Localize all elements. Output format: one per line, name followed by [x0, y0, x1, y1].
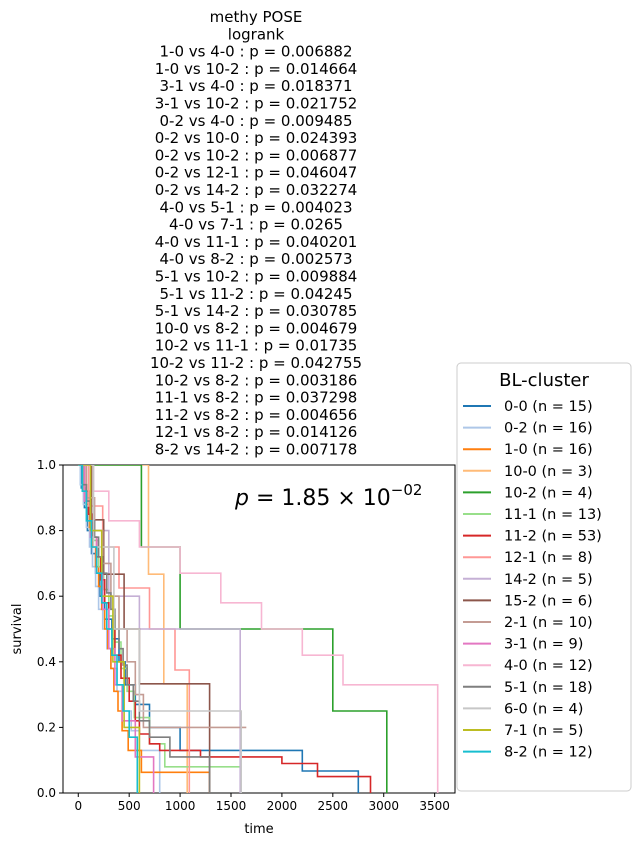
x-axis-label: time [244, 822, 273, 837]
p-exponent: −02 [391, 481, 423, 499]
legend-entry: 10-0 (n = 3) [504, 464, 593, 480]
legend-frame [456, 362, 632, 792]
legend-title: BL-cluster [499, 370, 589, 391]
title-line: logrank [228, 25, 285, 43]
y-axis-ticks: 0.0 0.2 0.4 0.6 0.8 1.0 [37, 458, 63, 800]
p-symbol: p [234, 486, 249, 511]
legend-entry: 10-2 (n = 4) [504, 485, 593, 501]
y-tick-label: 0.8 [37, 524, 56, 538]
title-line: 5-1 vs 14-2 : p = 0.030785 [155, 302, 358, 320]
x-tick-label: 1500 [216, 799, 247, 813]
x-tick-label: 2000 [267, 799, 298, 813]
title-line: 0-2 vs 10-0 : p = 0.024393 [155, 129, 358, 147]
plot-area: 0 500 1000 1500 2000 2500 3000 3500 0.00.20.40.… [37, 458, 456, 813]
title-line: 8-2 vs 14-2 : p = 0.007178 [155, 441, 358, 459]
legend-entry: 12-1 (n = 8) [504, 550, 593, 566]
title-line: 10-0 vs 8-2 : p = 0.004679 [155, 319, 358, 337]
series-lines [78, 465, 439, 793]
title-line: 1-0 vs 10-2 : p = 0.014664 [155, 60, 358, 78]
y-tick-label: 0.2 [37, 720, 56, 734]
title-line: 0-2 vs 10-2 : p = 0.006877 [155, 146, 358, 164]
legend-entry: 11-1 (n = 13) [504, 507, 602, 523]
legend-entry: 15-2 (n = 6) [504, 593, 593, 609]
x-tick-label: 1000 [165, 799, 196, 813]
x-tick-label: 3500 [419, 799, 450, 813]
title-line: 11-1 vs 8-2 : p = 0.037298 [155, 389, 358, 407]
legend-entry: 1-0 (n = 16) [504, 442, 593, 458]
legend-entry: 0-0 (n = 15) [504, 399, 593, 415]
legend-entry: 6-0 (n = 4) [504, 701, 583, 717]
title-line: 4-0 vs 11-1 : p = 0.040201 [155, 233, 358, 251]
series-line-4-0 [78, 465, 439, 793]
title-line: 10-2 vs 8-2 : p = 0.003186 [155, 371, 358, 389]
title-line: 10-2 vs 11-2 : p = 0.042755 [150, 354, 362, 372]
title-line: 4-0 vs 7-1 : p = 0.0265 [169, 216, 343, 234]
x-tick-label: 2500 [318, 799, 349, 813]
title-line: 5-1 vs 10-2 : p = 0.009884 [155, 268, 358, 286]
legend-entry: 7-1 (n = 5) [504, 723, 583, 739]
title-line: 12-1 vs 8-2 : p = 0.014126 [155, 423, 358, 441]
legend-entry: 0-2 (n = 16) [504, 421, 593, 437]
title-line: 3-1 vs 10-2 : p = 0.021752 [155, 95, 358, 113]
p-base: = 1.85 × 10 [249, 486, 391, 511]
y-tick-label: 0.0 [37, 786, 56, 800]
series-line-6-0 [78, 465, 242, 793]
series-line-8-2 [78, 465, 139, 793]
plot-frame [62, 464, 456, 794]
title-line: 11-2 vs 8-2 : p = 0.004656 [155, 406, 358, 424]
legend-entry: 14-2 (n = 5) [504, 572, 593, 588]
title-line: 1-0 vs 4-0 : p = 0.006882 [159, 43, 352, 61]
legend-entry: 8-2 (n = 12) [504, 745, 593, 761]
title-line: 10-2 vs 11-1 : p = 0.01735 [155, 337, 358, 355]
title-line: methy POSE [210, 8, 303, 26]
legend-entry: 3-1 (n = 9) [504, 637, 583, 653]
title-line: 5-1 vs 11-2 : p = 0.04245 [159, 285, 352, 303]
y-tick-label: 0.6 [37, 589, 56, 603]
title-line: 0-2 vs 14-2 : p = 0.032274 [155, 181, 358, 199]
legend-entry: 2-1 (n = 10) [504, 615, 593, 631]
x-tick-label: 0 [74, 799, 82, 813]
title-line: 0-2 vs 12-1 : p = 0.046047 [155, 164, 358, 182]
title-line: 4-0 vs 8-2 : p = 0.002573 [159, 250, 352, 268]
title-line: 3-1 vs 4-0 : p = 0.018371 [159, 77, 352, 95]
y-tick-label: 1.0 [37, 458, 56, 472]
x-tick-label: 3000 [368, 799, 399, 813]
legend-entry: 4-0 (n = 12) [504, 658, 593, 674]
series-line-15-2 [78, 465, 211, 793]
legend-entry: 11-2 (n = 53) [504, 529, 602, 545]
series-line-12-1 [78, 465, 191, 793]
legend: BL-cluster 0-0 (n = 15) 0-2 (n = 16) 1-0 (… [456, 362, 632, 792]
legend-entry: 5-1 (n = 18) [504, 680, 593, 696]
x-axis-ticks: 0 500 1000 1500 2000 2500 3000 3500 [74, 793, 450, 813]
title-line: 4-0 vs 5-1 : p = 0.004023 [159, 198, 352, 216]
x-tick-label: 500 [118, 799, 141, 813]
y-axis-label: survival [10, 604, 25, 655]
y-tick-label: 0.4 [37, 655, 56, 669]
p-value-annotation: p = 1.85 × 10−02 [234, 481, 422, 511]
series-line-1-0 [78, 465, 211, 793]
title-line: 0-2 vs 4-0 : p = 0.009485 [159, 112, 352, 130]
